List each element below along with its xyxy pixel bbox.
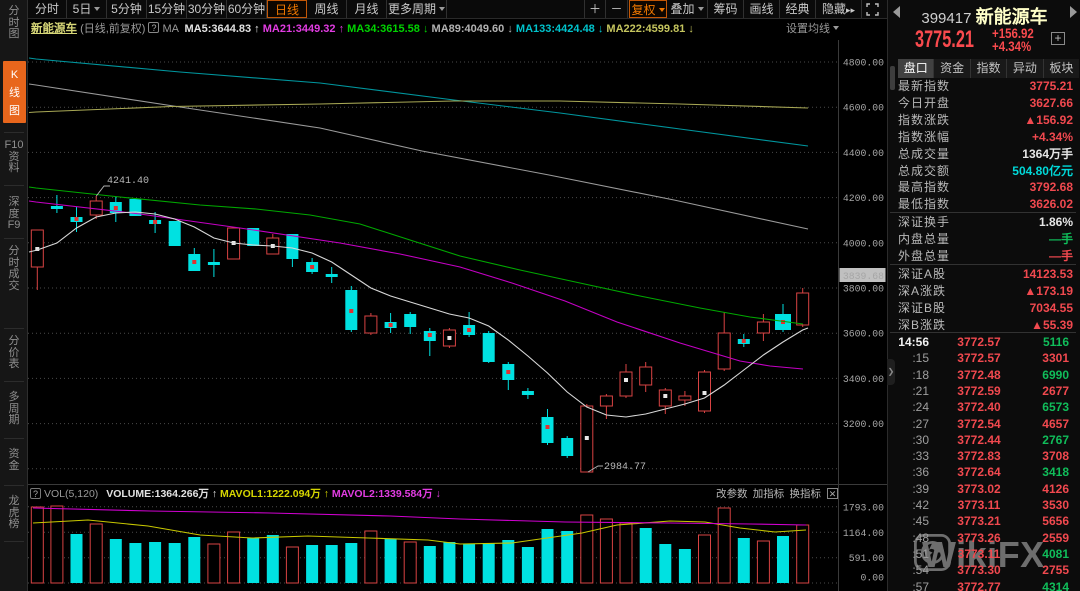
svg-text:3839.68: 3839.68 — [843, 271, 884, 282]
svg-text:4400.00: 4400.00 — [843, 148, 884, 159]
svg-text:591.00: 591.00 — [849, 553, 884, 564]
svg-text:0.00: 0.00 — [860, 573, 884, 584]
svg-text:2984.77: 2984.77 — [604, 462, 646, 473]
svg-text:1164.00: 1164.00 — [843, 528, 884, 539]
svg-text:3800.00: 3800.00 — [843, 284, 884, 295]
svg-text:1793.00: 1793.00 — [843, 502, 884, 513]
svg-text:3400.00: 3400.00 — [843, 374, 884, 385]
svg-text:4241.40: 4241.40 — [107, 176, 149, 187]
svg-text:3600.00: 3600.00 — [843, 329, 884, 340]
svg-text:4000.00: 4000.00 — [843, 238, 884, 249]
svg-text:4800.00: 4800.00 — [843, 58, 884, 69]
svg-text:4600.00: 4600.00 — [843, 103, 884, 114]
svg-text:4200.00: 4200.00 — [843, 193, 884, 204]
svg-text:3200.00: 3200.00 — [843, 419, 884, 430]
